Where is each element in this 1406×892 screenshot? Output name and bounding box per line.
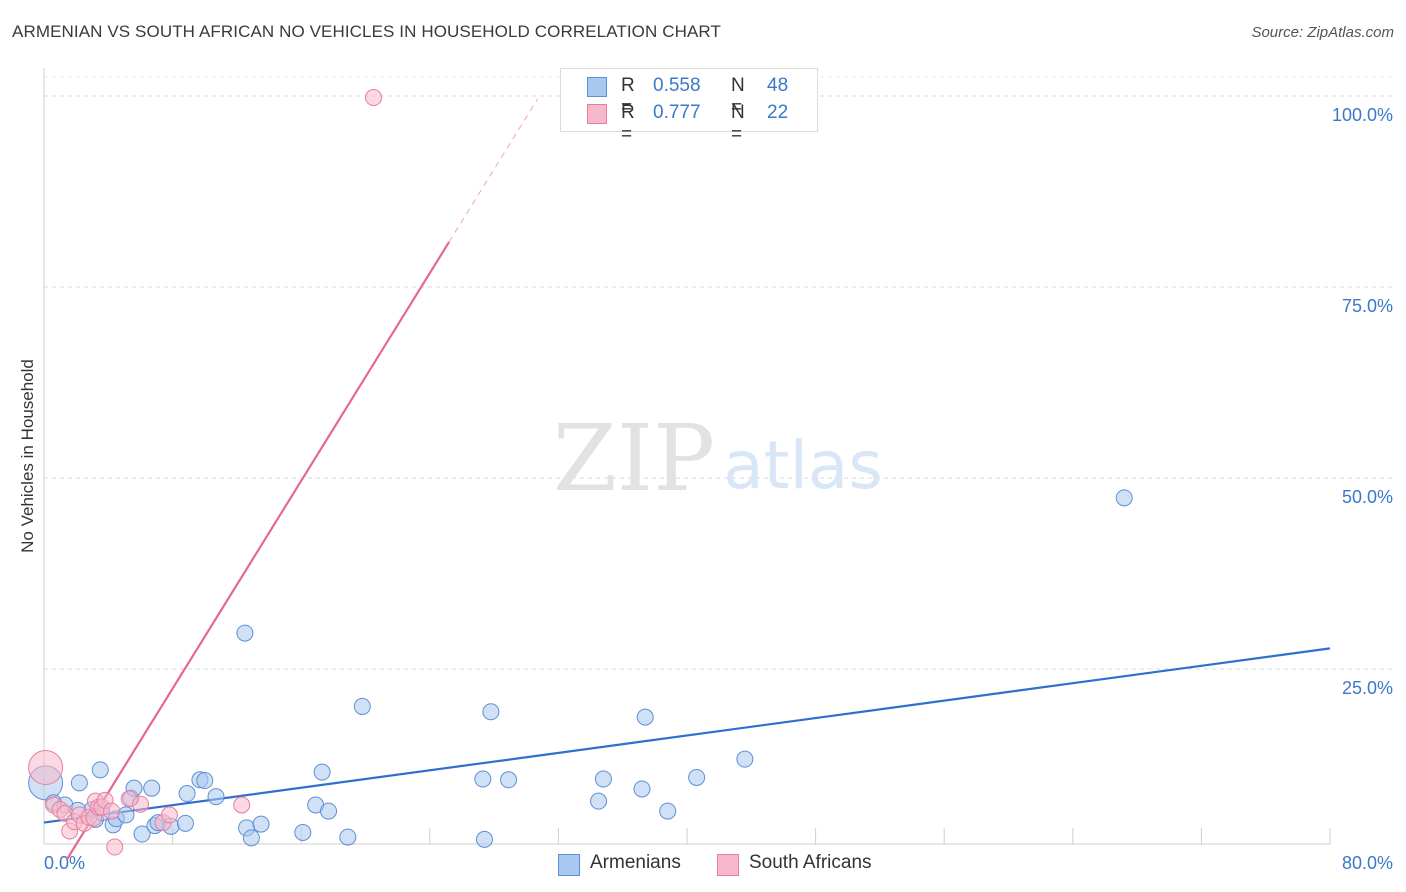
armenians-point [736,750,754,768]
south-africans-point [28,750,64,786]
legend-swatch-blue [587,77,607,97]
south-africans-point [160,806,178,824]
armenians-point [242,829,260,847]
south-africans-point [365,89,383,107]
south-africans-swatch [717,854,739,876]
armenians-label: Armenians [590,852,681,873]
armenians-point [91,761,109,779]
armenians-point [313,763,331,781]
legend-n-value: 48 [767,75,789,96]
armenians-point [659,802,677,820]
south-africans-point [131,795,149,813]
data-points [28,89,1133,856]
legend-n-label: N = [731,75,745,118]
armenians-point [590,792,608,810]
armenians-point [117,806,135,824]
y-tick-label: 25.0% [1342,678,1393,698]
y-tick-label: 75.0% [1342,296,1393,316]
legend-r-label: R = [621,75,635,118]
trend-lines [43,98,1331,861]
x-tick-label-right: 80.0% [1342,853,1393,873]
x-tick-label-left: 0.0% [44,853,85,873]
armenians-point [500,771,518,789]
gridlines [44,76,1394,670]
south-africans-trend-extension [448,98,538,243]
chart-title: ARMENIAN VS SOUTH AFRICAN NO VEHICLES IN… [12,22,721,41]
y-tick-label: 100.0% [1332,105,1393,125]
armenians-point [252,815,270,833]
armenians-trend-line [43,647,1331,824]
armenians-point [178,785,196,803]
armenians-point [207,788,225,806]
legend-swatch-pink [587,104,607,124]
south-africans-point [103,802,121,820]
armenians-point [70,774,88,792]
armenians-point [133,825,151,843]
armenians-point [236,624,254,642]
y-axis-title: No Vehicles in Household [18,359,37,553]
armenians-point [143,779,161,797]
axes [43,68,1331,845]
south-africans-label: South Africans [749,852,872,873]
armenians-point [482,703,500,721]
tick-labels: 25.0% 50.0% 75.0% 100.0% 0.0% 80.0% [44,105,1393,873]
armenians-point [636,708,654,726]
armenians-point [294,823,312,841]
south-africans-point [233,796,251,814]
y-tick-label: 50.0% [1342,487,1393,507]
armenians-point [633,780,651,798]
legend-r-value: 0.558 [653,75,701,96]
armenians-swatch [558,854,580,876]
armenians-point [353,697,371,715]
armenians-point [1115,489,1133,507]
armenians-point [196,772,214,790]
armenians-point [176,814,194,832]
legend-n-label: N = [731,102,745,145]
watermark-zip: ZIP [553,405,715,512]
armenians-point [339,828,357,846]
watermark-atlas: atlas [723,427,883,504]
legend-r-value: 0.777 [653,102,701,123]
correlation-legend: R = 0.558 N = 48 R = 0.777 N = 22 [560,68,818,145]
south-africans-point [106,838,124,856]
armenians-point [475,830,493,848]
legend-r-label: R = [621,102,635,145]
armenians-point [474,770,492,788]
source-label: Source: ZipAtlas.com [1251,24,1394,41]
south-africans-trend-line [65,241,451,861]
armenians-point [594,770,612,788]
armenians-point [688,768,706,786]
armenians-point [320,802,338,820]
legend-n-value: 22 [767,102,789,123]
